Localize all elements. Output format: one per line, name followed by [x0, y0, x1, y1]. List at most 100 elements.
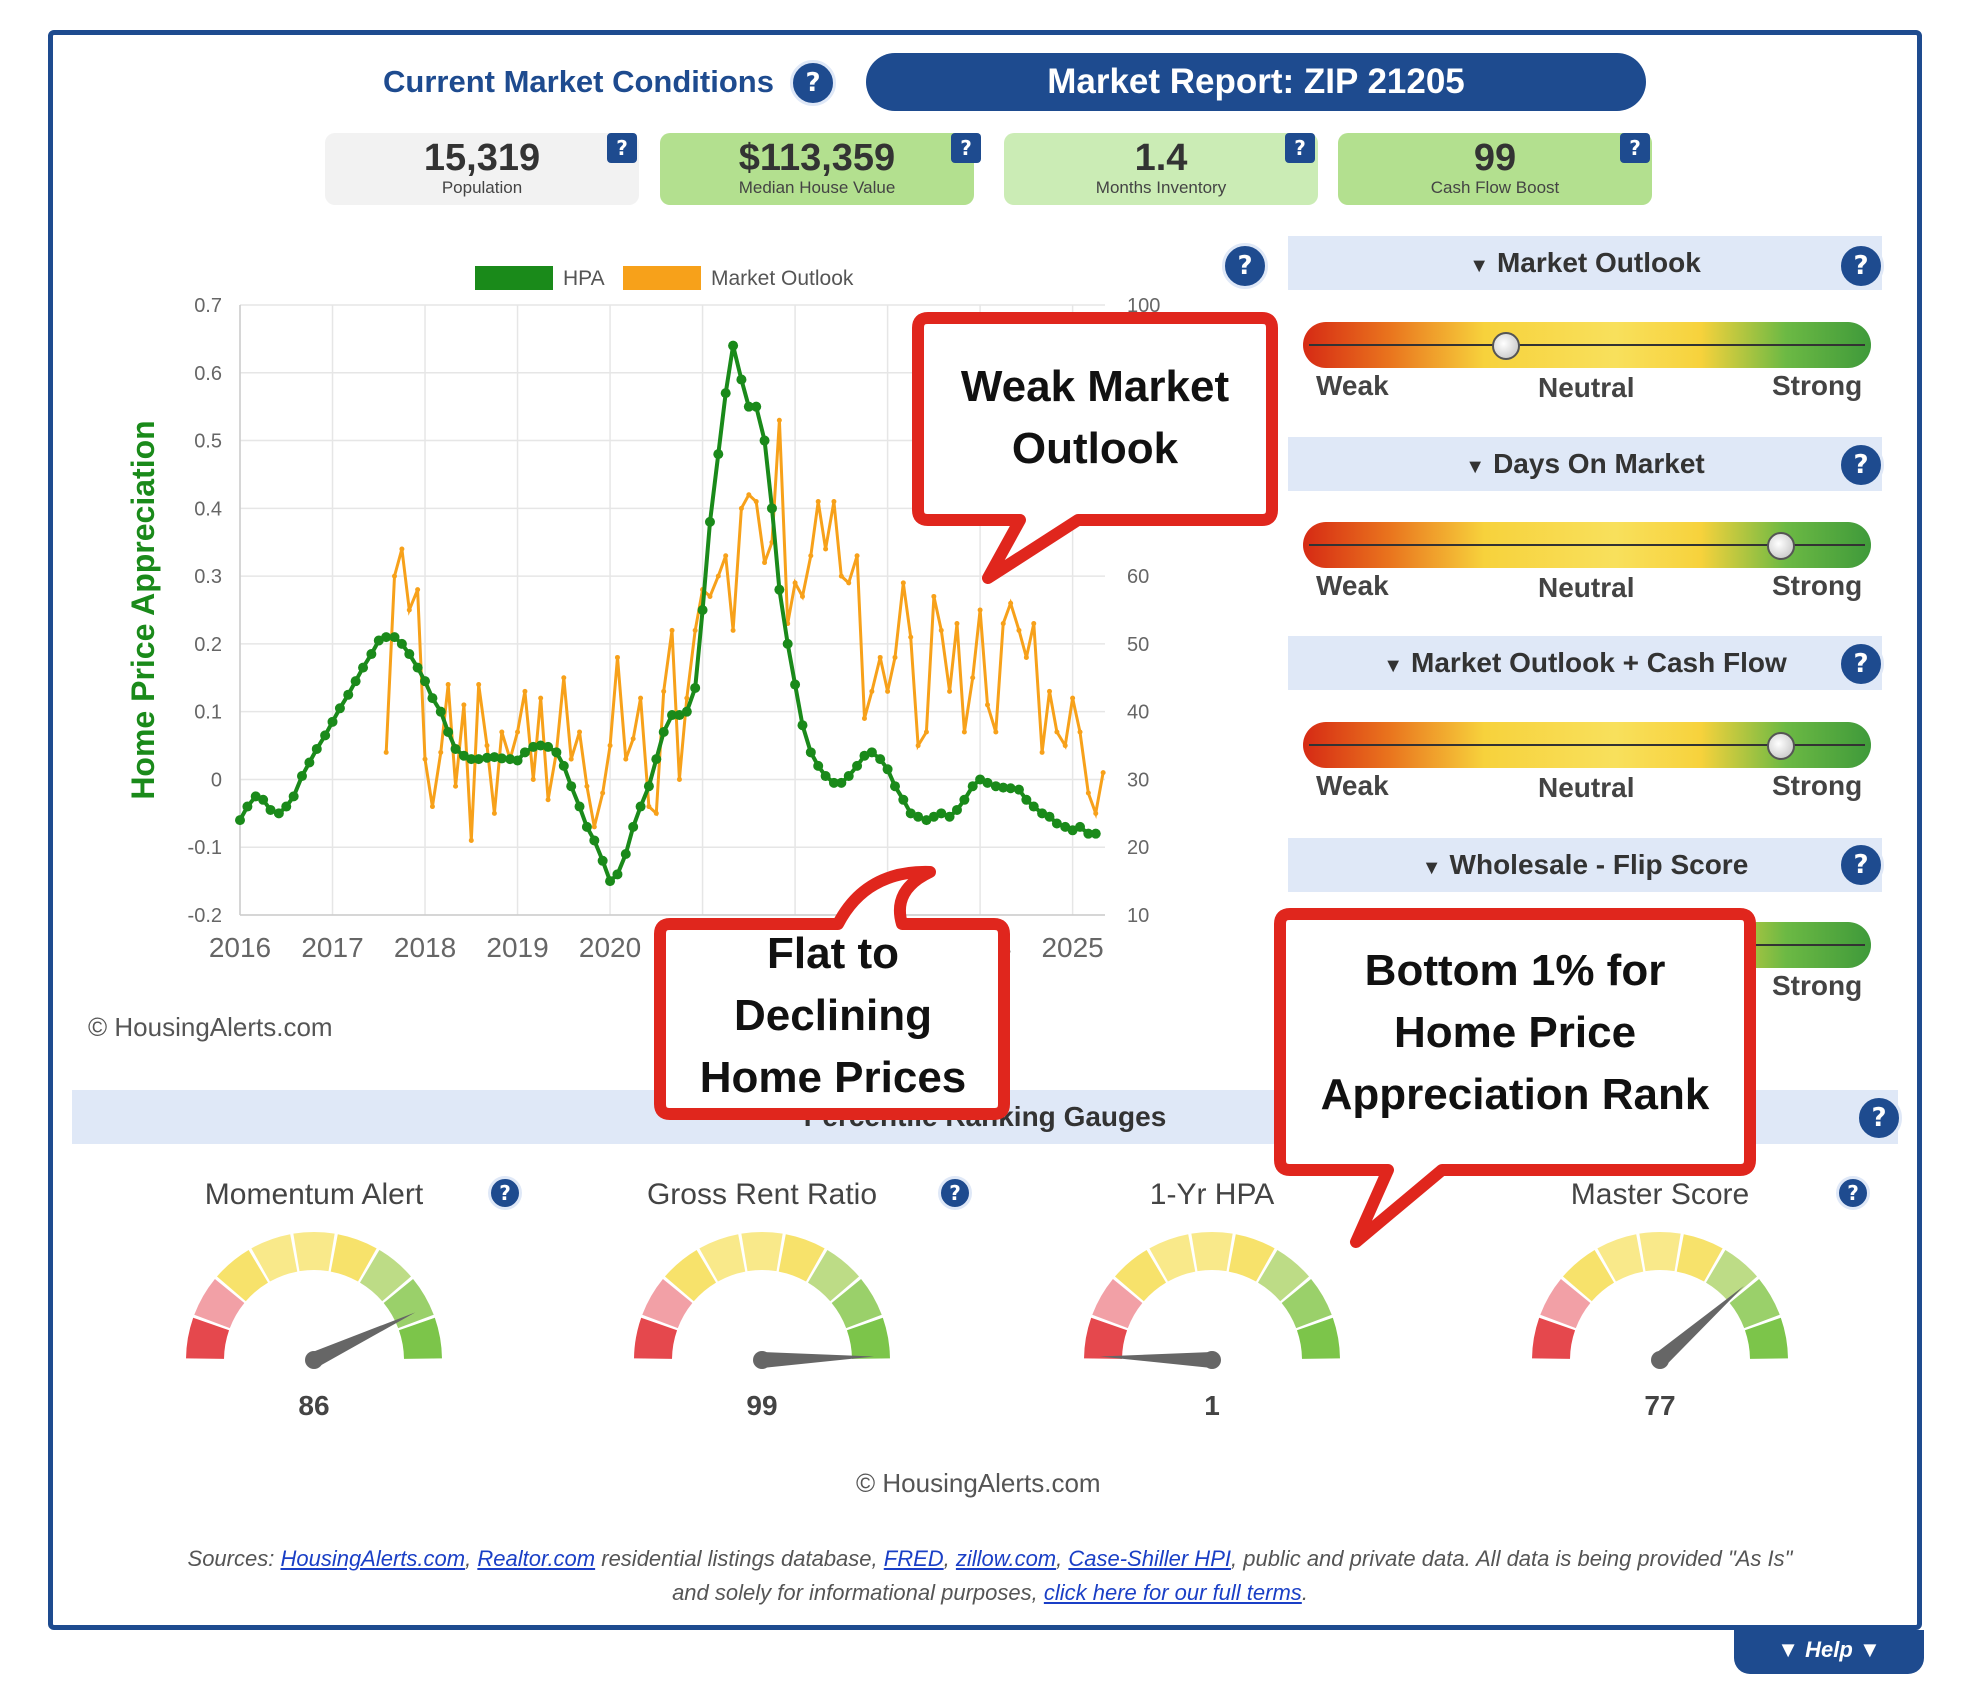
outlook-point: [1031, 621, 1037, 627]
y2-tick-label: 100: [1127, 295, 1160, 317]
ranking-help-icon[interactable]: ?: [1856, 1095, 1902, 1141]
weak-outlook-callout: [912, 312, 1278, 584]
case-shiller-link[interactable]: Case-Shiller HPI: [1068, 1546, 1231, 1571]
weak-outlook-callout-text: Weak Market Outlook: [930, 356, 1260, 480]
hpa-point: [1075, 821, 1086, 832]
rent-ratio-help-icon[interactable]: ?: [938, 1176, 972, 1210]
outlook-point: [931, 593, 937, 599]
outlook-point: [623, 756, 629, 762]
outlook-point: [661, 688, 667, 694]
gauge-segment: [1257, 1249, 1310, 1302]
cash-flow-help-icon[interactable]: ?: [1620, 133, 1650, 163]
hpa-point: [990, 781, 1001, 792]
hpa-point: [1083, 828, 1094, 839]
market-outlook-header[interactable]: ▼ Market Outlook: [1288, 236, 1882, 290]
chart-help-icon[interactable]: ?: [1222, 243, 1268, 289]
legend-swatch-hpa: [475, 266, 553, 290]
terms-link[interactable]: click here for our full terms: [1043, 1580, 1302, 1605]
y2-tick-label: 20: [1127, 837, 1149, 859]
callout-line: Declining: [733, 991, 933, 1040]
outlook-point: [947, 688, 953, 694]
strong-label: Strong: [1772, 970, 1863, 1001]
hpa-point: [558, 760, 569, 771]
hpa-point: [543, 741, 554, 752]
outlook-point: [938, 627, 944, 633]
zillow-link[interactable]: zillow.com: [955, 1546, 1057, 1571]
wholesale-flip-help-icon[interactable]: ?: [1838, 842, 1884, 888]
hpa-point: [836, 777, 847, 788]
wholesale-flip-header[interactable]: ▼ Wholesale - Flip Score: [1288, 838, 1882, 892]
outlook-point: [484, 743, 490, 749]
hpa-point: [334, 703, 345, 714]
hpa-point: [743, 401, 754, 412]
momentum-help-icon[interactable]: ?: [488, 1176, 522, 1210]
outlook-point: [638, 695, 644, 701]
hpa-point: [1028, 801, 1039, 812]
flat-prices-callout: [654, 865, 1010, 1120]
conditions-help-icon[interactable]: ?: [790, 60, 836, 106]
market-outlook-help-icon[interactable]: ?: [1838, 243, 1884, 289]
gauge-needle: [1654, 1285, 1745, 1367]
help-tab[interactable]: ▼ Help ▼: [1734, 1630, 1924, 1674]
hpa-point: [1021, 794, 1032, 805]
fred-link[interactable]: FRED: [883, 1546, 944, 1571]
gauge-needle: [310, 1312, 416, 1368]
gauge-segment: [216, 1249, 269, 1302]
hpa-point: [852, 760, 863, 771]
days-on-market-header[interactable]: ▼ Days On Market: [1288, 437, 1882, 491]
y-tick-label: 0.3: [194, 566, 222, 588]
outlook-point: [854, 553, 860, 559]
gauge-segment: [846, 1317, 890, 1359]
outlook-cash-flow-help-icon[interactable]: ?: [1838, 641, 1884, 687]
inventory-help-icon[interactable]: ?: [1285, 133, 1315, 163]
footer-copyright: © HousingAlerts.com: [856, 1468, 1101, 1498]
legend-label-outlook: Market Outlook: [711, 267, 854, 290]
outlook-point: [1023, 654, 1029, 660]
hpa-point: [528, 741, 539, 752]
hpa-point: [311, 743, 322, 754]
outlook-cash-flow-header[interactable]: ▼ Market Outlook + Cash Flow: [1288, 636, 1882, 690]
y-tick-label: -0.1: [188, 837, 222, 859]
gauge-segment: [664, 1249, 717, 1302]
hpa-point: [704, 516, 715, 527]
stat-population: 15,319 Population: [325, 133, 639, 205]
realtor-link[interactable]: Realtor.com: [477, 1546, 596, 1571]
sources-text-2: residential listings database,: [601, 1546, 878, 1571]
hpa-point: [366, 649, 377, 660]
callout-line: Home Prices: [699, 1053, 967, 1102]
x-tick-label: 2020: [579, 932, 641, 963]
housingalerts-link[interactable]: HousingAlerts.com: [280, 1546, 466, 1571]
report-frame: [48, 30, 1922, 1630]
hpa-point: [482, 752, 493, 763]
hpa-point: [389, 632, 400, 643]
chart-copyright: © HousingAlerts.com: [88, 1012, 333, 1042]
hpa-point: [944, 811, 955, 822]
legend-label-hpa: HPA: [563, 267, 605, 290]
hpa-point: [720, 388, 731, 399]
y2-tick-label: 60: [1127, 566, 1149, 588]
outlook-point: [715, 573, 721, 579]
callout-line: Weak Market: [960, 362, 1230, 411]
outlook-point: [776, 417, 782, 423]
population-help-icon[interactable]: ?: [607, 133, 637, 163]
gauge-segment: [398, 1317, 442, 1359]
panel-title: Wholesale - Flip Score: [1449, 849, 1749, 880]
outlook-point: [630, 736, 636, 742]
market-report-button[interactable]: Market Report: ZIP 21205: [866, 53, 1646, 111]
outlook-point: [954, 621, 960, 627]
outlook-point: [815, 499, 821, 505]
gauge-segment: [251, 1234, 298, 1282]
hpa-point: [713, 449, 724, 460]
hpa-point: [566, 781, 577, 792]
outlook-point: [1085, 790, 1091, 796]
master-score-help-icon[interactable]: ?: [1836, 1176, 1870, 1210]
y-tick-label: 0.2: [194, 634, 222, 656]
outlook-point: [1000, 621, 1006, 627]
outlook-point: [577, 729, 583, 735]
days-on-market-help-icon[interactable]: ?: [1838, 442, 1884, 488]
hpa-point: [235, 815, 245, 826]
outlook-point: [468, 837, 474, 843]
gauge-segment: [1705, 1249, 1758, 1302]
gauge-value: 77: [1644, 1390, 1676, 1421]
median-value-help-icon[interactable]: ?: [951, 133, 981, 163]
